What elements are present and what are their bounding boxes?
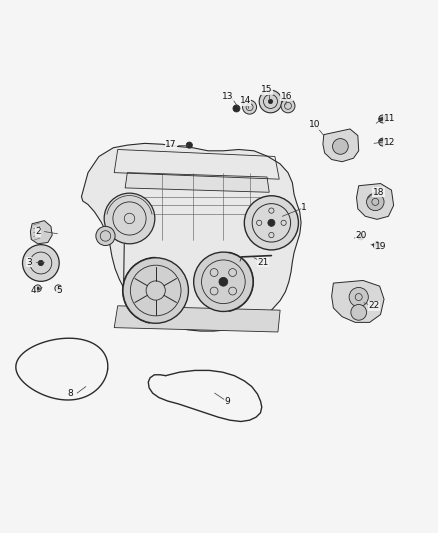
Text: 9: 9 [225, 397, 231, 406]
Polygon shape [323, 129, 359, 161]
Polygon shape [81, 143, 301, 331]
Circle shape [123, 258, 188, 323]
Text: 11: 11 [384, 114, 395, 123]
Circle shape [219, 277, 228, 286]
Circle shape [268, 99, 273, 103]
Text: 8: 8 [68, 389, 74, 398]
Text: 19: 19 [375, 243, 386, 252]
Text: 3: 3 [26, 257, 32, 266]
Polygon shape [114, 306, 280, 332]
Circle shape [379, 138, 387, 146]
Circle shape [351, 304, 367, 320]
Circle shape [186, 142, 192, 148]
Circle shape [244, 196, 298, 250]
Text: 18: 18 [373, 188, 384, 197]
Circle shape [243, 100, 257, 114]
Circle shape [55, 285, 62, 292]
Circle shape [233, 105, 240, 112]
Polygon shape [30, 221, 52, 244]
Text: 13: 13 [222, 92, 233, 101]
Circle shape [57, 287, 60, 289]
Text: 15: 15 [261, 85, 273, 94]
Text: 2: 2 [35, 227, 41, 236]
Text: 21: 21 [257, 257, 268, 266]
Circle shape [379, 115, 387, 123]
Text: 12: 12 [384, 138, 395, 147]
Polygon shape [125, 173, 269, 192]
Circle shape [194, 252, 253, 311]
Circle shape [268, 220, 275, 227]
Circle shape [36, 287, 39, 289]
Text: 17: 17 [165, 140, 177, 149]
Polygon shape [357, 183, 394, 220]
Text: 20: 20 [355, 231, 367, 240]
Text: 10: 10 [309, 120, 321, 129]
Circle shape [104, 193, 155, 244]
Circle shape [281, 99, 295, 113]
Text: 4: 4 [31, 286, 36, 295]
Polygon shape [332, 280, 384, 322]
Circle shape [259, 90, 282, 113]
Circle shape [374, 242, 381, 249]
Circle shape [367, 193, 384, 211]
Text: 14: 14 [240, 96, 251, 105]
Text: 22: 22 [368, 301, 380, 310]
Text: 16: 16 [281, 92, 293, 101]
Circle shape [22, 245, 59, 281]
Text: 1: 1 [301, 203, 307, 212]
Text: 5: 5 [57, 286, 63, 295]
Circle shape [349, 287, 368, 306]
Circle shape [96, 227, 115, 246]
Circle shape [38, 261, 43, 265]
Circle shape [34, 285, 41, 292]
Circle shape [332, 139, 348, 154]
Circle shape [358, 234, 364, 240]
